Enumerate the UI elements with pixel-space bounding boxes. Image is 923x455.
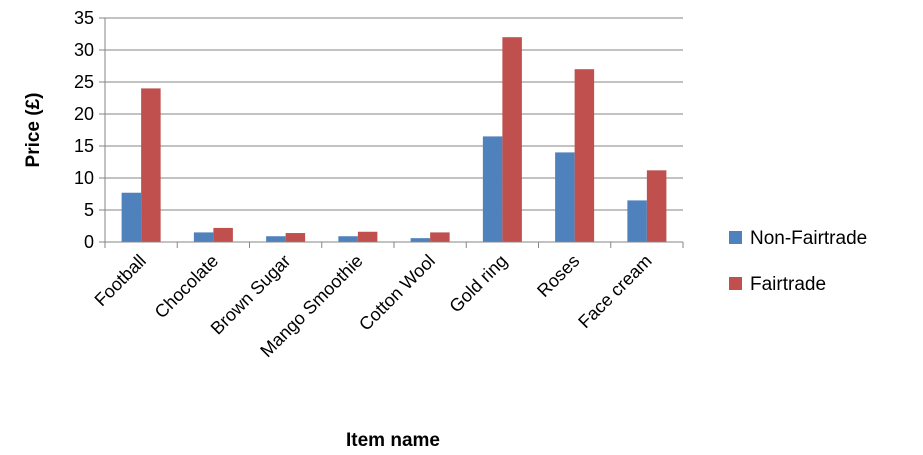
legend-label: Non-Fairtrade [750, 228, 867, 249]
bar-non-fairtrade-face-cream [627, 200, 647, 242]
bar-fairtrade-brown-sugar [285, 233, 306, 242]
x-axis-title: Item name [346, 430, 440, 451]
y-tick-label: 20 [74, 104, 94, 124]
x-tick-label: Face cream [574, 251, 655, 332]
bar-fairtrade-mango-smoothie [357, 231, 378, 242]
x-tick-label: Roses [533, 251, 583, 301]
bar-non-fairtrade-brown-sugar [266, 236, 286, 242]
gridlines [99, 17, 683, 243]
bar-non-fairtrade-mango-smoothie [338, 236, 358, 242]
y-tick-labels: 0 5 10 15 20 25 30 35 [74, 8, 94, 252]
bar-fairtrade-football [141, 88, 161, 243]
legend-swatch [729, 277, 742, 290]
bar-fairtrade-roses [574, 69, 595, 242]
y-tick-label: 35 [74, 8, 94, 28]
x-tick-label: Football [91, 251, 150, 310]
x-tick-label: Chocolate [151, 251, 222, 322]
bar-non-fairtrade-cotton-wool [410, 238, 431, 242]
x-tick-label: Gold ring [445, 251, 511, 317]
y-axis-title: Price (£) [23, 93, 44, 168]
bar-non-fairtrade-football [121, 192, 142, 242]
bar-non-fairtrade-roses [555, 152, 575, 242]
bars [121, 37, 667, 243]
y-tick-label: 15 [74, 136, 94, 156]
bar-non-fairtrade-chocolate [193, 232, 214, 242]
bar-non-fairtrade-gold-ring [482, 136, 503, 242]
legend: Non-Fairtrade Fairtrade [729, 228, 867, 295]
bar-fairtrade-gold-ring [502, 37, 522, 243]
bar-fairtrade-face-cream [646, 170, 667, 242]
y-tick-label: 25 [74, 72, 94, 92]
x-tick-label: Cotton Wool [355, 251, 439, 335]
axes [104, 18, 684, 248]
y-tick-label: 0 [84, 232, 94, 252]
bar-fairtrade-chocolate [213, 227, 233, 242]
bar-fairtrade-cotton-wool [430, 232, 450, 242]
y-tick-label: 30 [74, 40, 94, 60]
legend-swatch [729, 231, 742, 244]
y-tick-label: 5 [84, 200, 94, 220]
y-tick-label: 10 [74, 168, 94, 188]
legend-label: Fairtrade [750, 274, 826, 295]
